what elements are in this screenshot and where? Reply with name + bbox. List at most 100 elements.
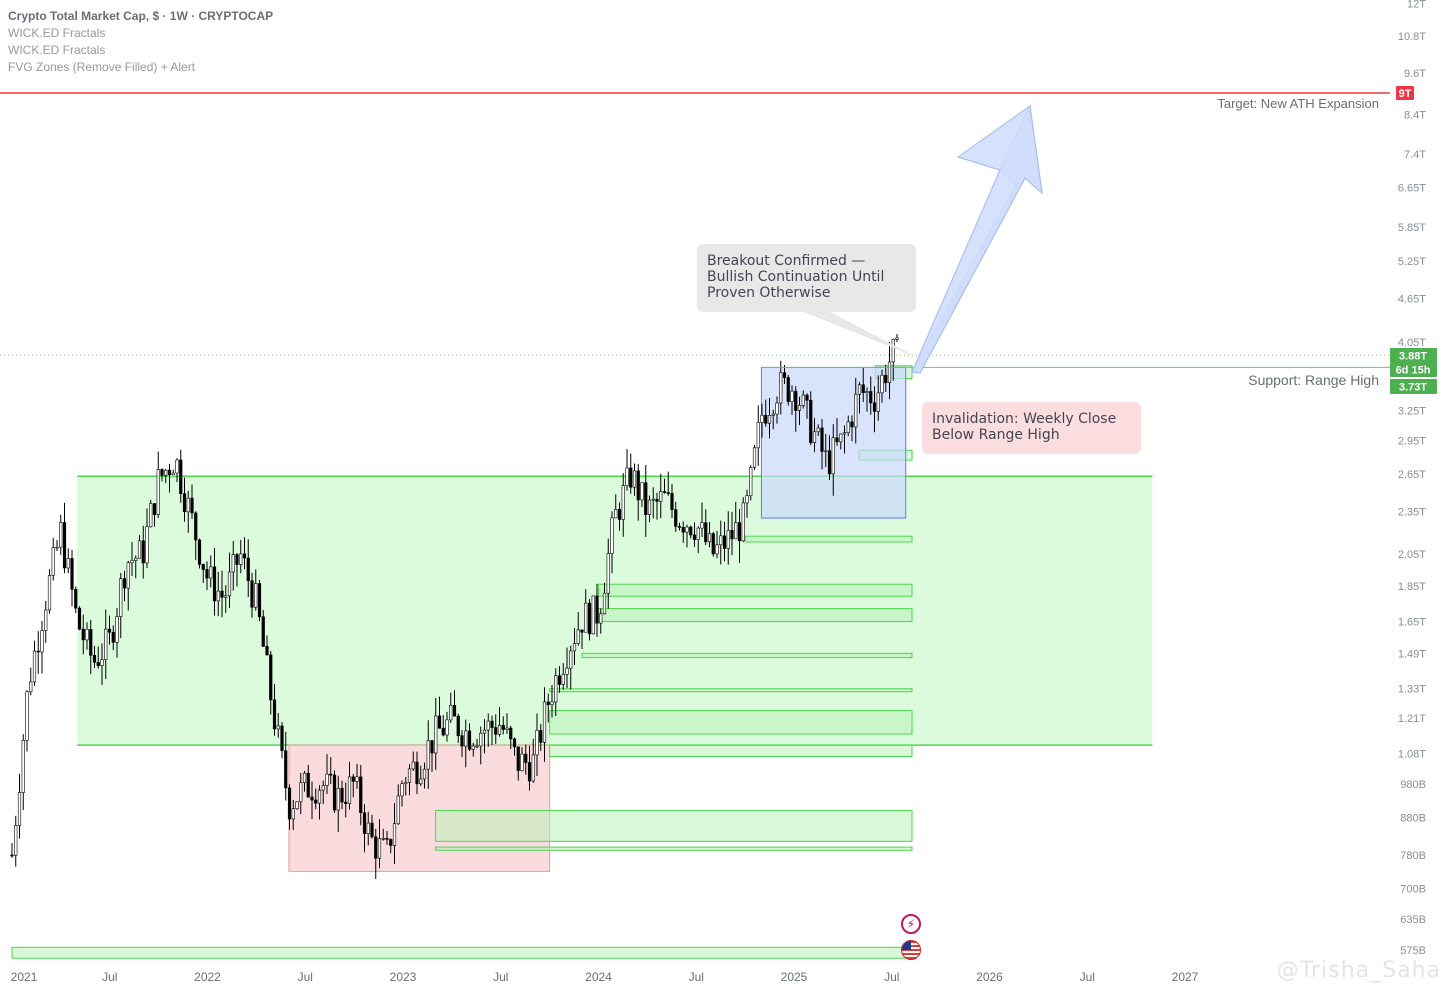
candle-body (411, 761, 415, 770)
lightning-icon[interactable]: ⚡ (901, 914, 921, 934)
candle-body (186, 497, 190, 513)
candle-body (44, 609, 48, 631)
candle-body (167, 469, 172, 476)
candle-body (692, 534, 697, 541)
time-tick-label: Jul (493, 970, 508, 984)
candle-body (501, 724, 505, 730)
legend-indicator-fractals-2[interactable]: WICK.ED Fractals (8, 43, 106, 57)
candle-body (126, 562, 130, 589)
candle-body (595, 595, 599, 624)
fvg-zone[interactable] (744, 535, 913, 543)
fvg-zone[interactable] (549, 710, 913, 735)
candle-body (359, 776, 363, 813)
countdown-badge-bg (1390, 363, 1437, 377)
candle-body (104, 628, 108, 660)
last-price-badge-bg (1390, 348, 1437, 363)
time-tick-label: Jul (298, 970, 313, 984)
candle-body (434, 715, 438, 754)
candle-body (606, 553, 610, 594)
candle-body (737, 522, 742, 542)
candle-body (730, 530, 734, 540)
candle-body (32, 650, 37, 683)
fvg-zone[interactable] (598, 608, 913, 623)
fvg-zone[interactable] (435, 809, 913, 842)
candle-body (831, 437, 835, 475)
candle-body (467, 730, 472, 750)
zones-layer (11, 365, 1153, 959)
fvg-zone[interactable] (549, 688, 913, 693)
fvg-zone[interactable] (581, 652, 913, 659)
candle-body (569, 650, 573, 669)
breakout-callout[interactable]: Breakout Confirmed — Bullish Continuatio… (697, 244, 916, 312)
candle-body (809, 399, 813, 443)
candle-body (175, 459, 179, 474)
candle-body (422, 768, 427, 780)
candle-body (805, 394, 809, 401)
price-tick-label: 1.85T (1398, 581, 1426, 593)
candle-body (17, 792, 22, 826)
time-tick-label: Jul (689, 970, 704, 984)
us-flag-icon[interactable] (901, 940, 921, 960)
last-price-badge: 3.88T (1399, 351, 1427, 363)
candle-body (644, 482, 648, 515)
candle-body (340, 787, 344, 803)
candle-body (374, 836, 378, 859)
candle-body (257, 583, 262, 618)
candle-body (520, 753, 524, 771)
invalidation-callout[interactable]: Invalidation: Weekly Close Below Range H… (922, 402, 1141, 454)
candle-body (707, 533, 712, 543)
support-label: Support: Range High (1248, 372, 1379, 388)
candle-body (370, 822, 374, 838)
candle-body (265, 646, 269, 656)
fvg-zone[interactable] (435, 846, 913, 851)
candle-body (362, 812, 367, 834)
candle-body (212, 566, 217, 602)
candle-body (85, 628, 89, 641)
candle-body (321, 785, 325, 791)
bear-market-box[interactable] (288, 744, 551, 872)
candle-body (179, 459, 183, 495)
candle-body (344, 801, 348, 804)
candle-body (591, 595, 595, 635)
price-tick-label: 2.95T (1398, 436, 1426, 448)
candle-body (329, 773, 333, 776)
candle-body (524, 753, 528, 763)
candle-body (752, 447, 757, 468)
candle-body (820, 427, 824, 452)
fvg-zone[interactable] (598, 583, 913, 597)
candle-body (505, 727, 509, 730)
candle-body (839, 433, 843, 443)
fvg-zone[interactable] (549, 744, 913, 758)
candle-body (152, 503, 157, 515)
target-badge: 9T (1399, 88, 1412, 100)
candle-body (797, 405, 802, 411)
candle-body (854, 393, 858, 428)
fvg-zone[interactable] (11, 946, 913, 959)
candle-body (745, 495, 749, 504)
legend-indicator-fvg[interactable]: FVG Zones (Remove Filled) + Alert (8, 60, 196, 74)
candle-body (512, 738, 517, 748)
candle-body (734, 522, 738, 540)
candle-body (254, 583, 258, 608)
candle-body (584, 602, 588, 633)
candle-body (111, 631, 115, 643)
price-tick-label: 5.85T (1398, 222, 1426, 234)
candle-body (59, 522, 63, 548)
candle-body (137, 540, 142, 559)
legend-title[interactable]: Crypto Total Market Cap, $ · 1W · CRYPTO… (8, 9, 274, 23)
candle-body (385, 838, 389, 840)
time-tick-label: Jul (884, 970, 899, 984)
candle-body (857, 384, 862, 395)
candle-body (887, 361, 892, 384)
candle-body (561, 673, 565, 685)
legend-indicator-fractals-1[interactable]: WICK.ED Fractals (8, 26, 106, 40)
candle-body (779, 372, 783, 404)
price-tick-label: 8.4T (1404, 109, 1426, 121)
candle-body (366, 822, 370, 834)
time-tick-label: 2024 (585, 970, 612, 984)
candle-body (452, 705, 457, 717)
candle-body (726, 530, 730, 549)
candle-body (355, 776, 359, 782)
projection-arrow-head[interactable] (911, 104, 1043, 374)
